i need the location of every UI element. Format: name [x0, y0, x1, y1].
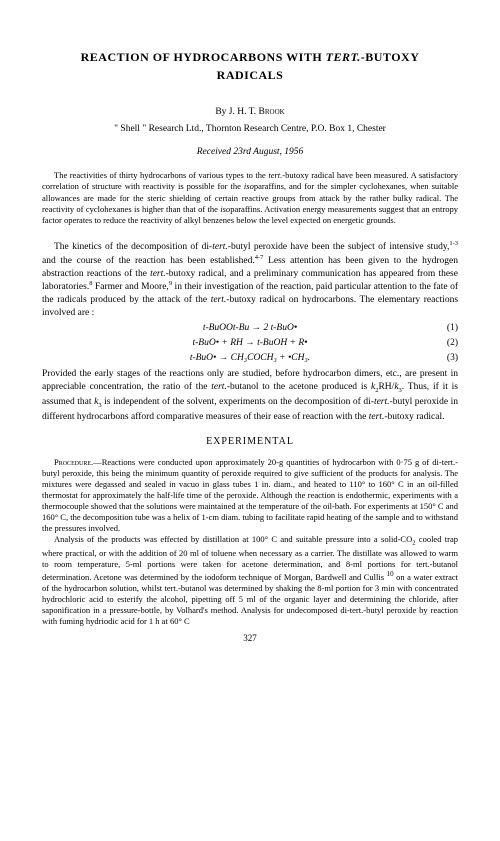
eq3-formula: t-BuO• → CH₃COCH₃ + •CH₃. [190, 353, 310, 363]
intro-paragraph: The kinetics of the decomposition of di-… [42, 240, 458, 320]
equation-1: t-BuOOt-Bu → 2 t-BuO• (1) [42, 322, 458, 335]
eq1-number: (1) [447, 322, 458, 335]
title-italic: TERT. [326, 50, 361, 64]
post-equation-paragraph: Provided the early stages of the reactio… [42, 368, 458, 423]
eq1-formula: t-BuOOt-Bu → 2 t-BuO• [203, 323, 297, 333]
author-name: J. H. T. Brook [229, 107, 285, 117]
abstract: The reactivities of thirty hydrocarbons … [42, 170, 458, 225]
page-title: REACTION OF HYDROCARBONS WITH TERT.-BUTO… [42, 48, 458, 84]
affiliation: " Shell " Research Ltd., Thornton Resear… [42, 123, 458, 136]
eq2-formula: t-BuO• + RH → t-BuOH + R• [193, 338, 308, 348]
procedure-paragraph: Procedure.—Reactions were conducted upon… [42, 457, 458, 534]
experimental-heading: EXPERIMENTAL [42, 435, 458, 449]
analysis-paragraph: Analysis of the products was effected by… [42, 534, 458, 627]
received-date: Received 23rd August, 1956 [42, 146, 458, 159]
author-line: By J. H. T. Brook [42, 106, 458, 119]
title-text-2: RADICALS [217, 68, 284, 82]
equation-3: t-BuO• → CH₃COCH₃ + •CH₃. (3) [42, 352, 458, 365]
author-prefix: By [215, 107, 228, 117]
title-text-after: -BUTOXY [361, 50, 420, 64]
procedure-label: Procedure.— [54, 457, 102, 467]
title-text-1: REACTION OF HYDROCARBONS WITH [81, 50, 326, 64]
eq3-number: (3) [447, 352, 458, 365]
page-number: 327 [42, 632, 458, 644]
equation-2: t-BuO• + RH → t-BuOH + R• (2) [42, 337, 458, 350]
eq2-number: (2) [447, 337, 458, 350]
